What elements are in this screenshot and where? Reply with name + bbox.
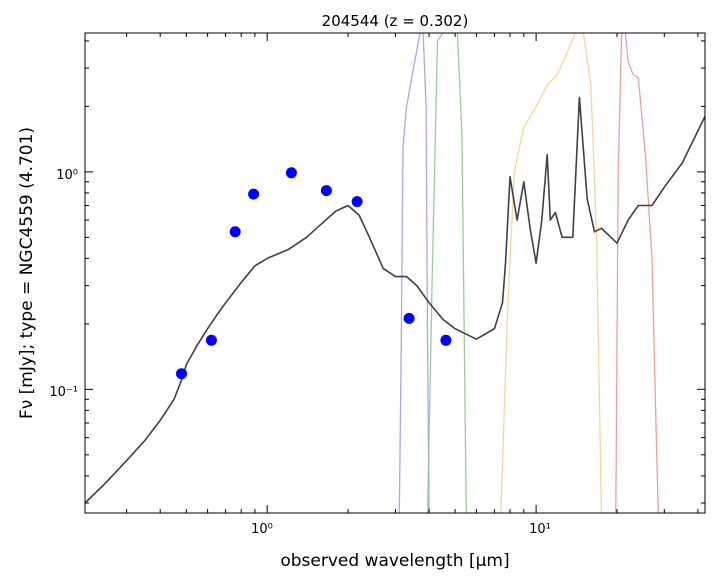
data-point <box>351 196 363 208</box>
filter-curve-2 <box>426 33 467 513</box>
chart-title: 204544 (z = 0.302) <box>322 12 469 30</box>
data-point <box>205 334 217 346</box>
y-tick-label-2: 10⁻¹ <box>49 385 78 400</box>
data-point <box>285 167 297 179</box>
filter-curve-1 <box>398 33 430 513</box>
data-point <box>440 334 452 346</box>
filter-curve-4 <box>615 33 659 513</box>
photometry-points <box>176 167 452 380</box>
data-point <box>229 226 241 238</box>
plot-background <box>85 33 705 513</box>
x-tick-label-2: 10¹ <box>529 522 551 537</box>
x-tick-label-1: 10⁰ <box>251 522 273 537</box>
filter-curve-3 <box>500 33 603 513</box>
filter-curves <box>398 33 659 513</box>
data-point <box>403 312 415 324</box>
axis-ticks <box>85 33 705 513</box>
template-spectrum <box>85 96 705 504</box>
data-point <box>176 368 187 380</box>
y-axis-label: Fν [mJy]; type = NGC4559 (4.701) <box>17 127 37 419</box>
template-line <box>85 96 705 504</box>
data-point <box>320 185 332 197</box>
x-axis-label: observed wavelength [μm] <box>280 551 509 571</box>
data-point <box>248 188 260 200</box>
y-tick-label-1: 10⁰ <box>56 168 78 183</box>
